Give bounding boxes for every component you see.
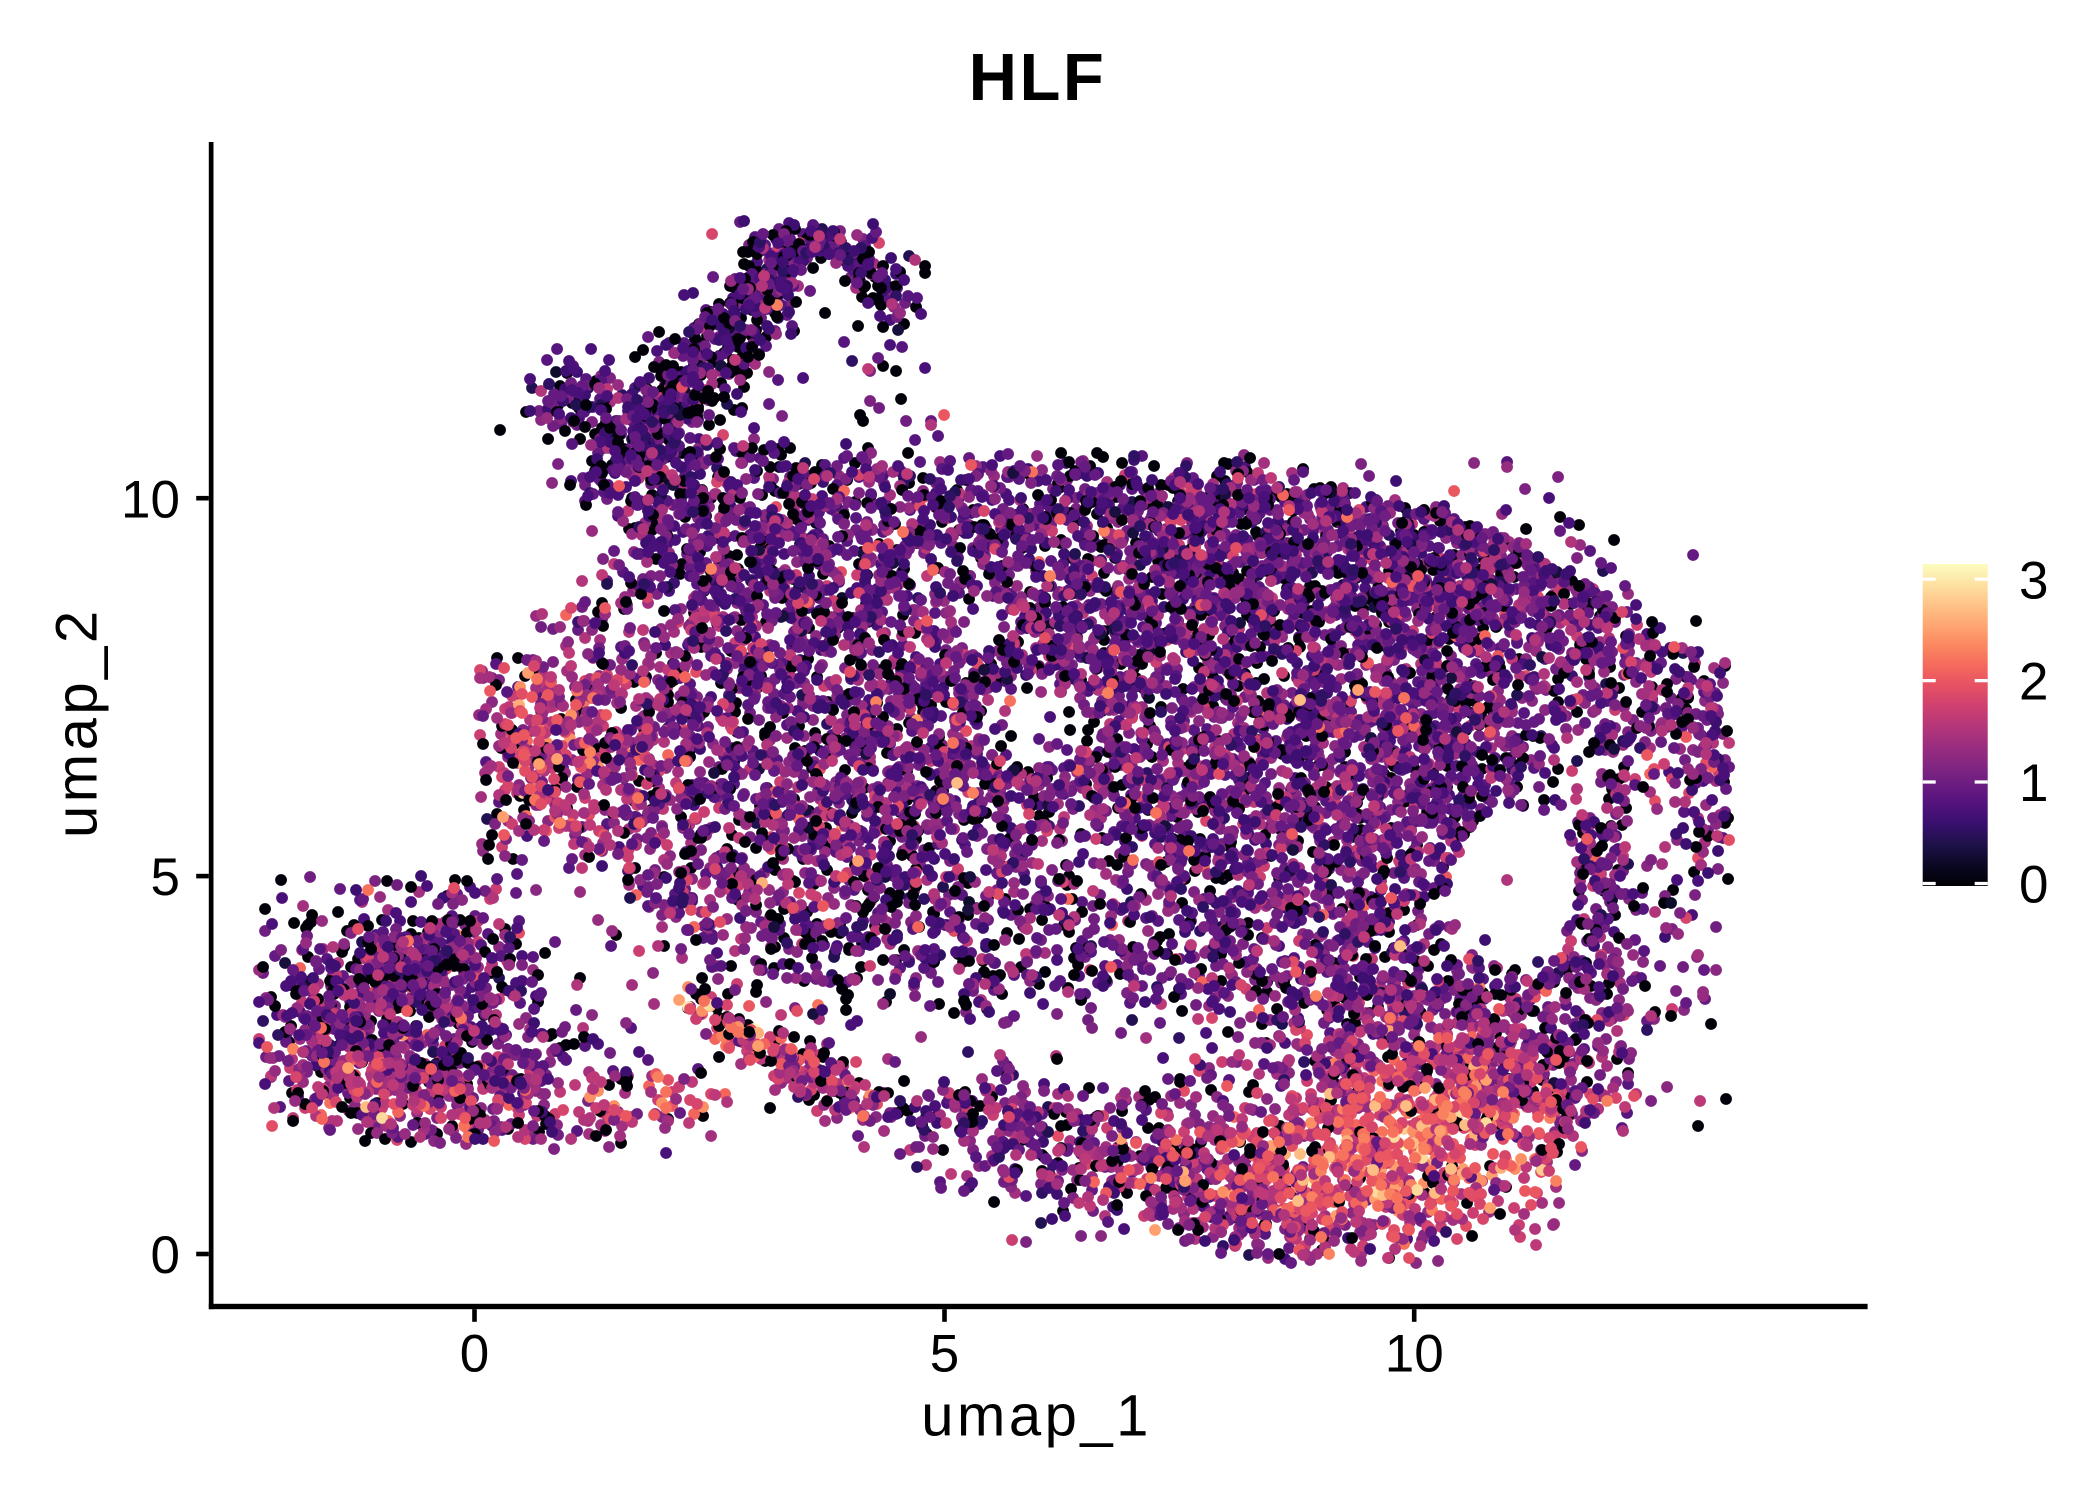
svg-text:HLF: HLF (969, 40, 1107, 115)
svg-text:0: 0 (2019, 856, 2048, 915)
svg-text:0: 0 (151, 1226, 180, 1285)
svg-text:0: 0 (460, 1324, 489, 1383)
svg-text:umap_1: umap_1 (921, 1384, 1152, 1449)
svg-text:5: 5 (151, 848, 180, 907)
svg-text:5: 5 (930, 1324, 959, 1383)
svg-text:10: 10 (121, 470, 180, 529)
svg-text:2: 2 (2019, 653, 2048, 712)
svg-text:1: 1 (2019, 754, 2048, 813)
svg-text:umap_2: umap_2 (45, 607, 110, 838)
svg-text:10: 10 (1385, 1324, 1444, 1383)
svg-text:3: 3 (2019, 551, 2048, 610)
